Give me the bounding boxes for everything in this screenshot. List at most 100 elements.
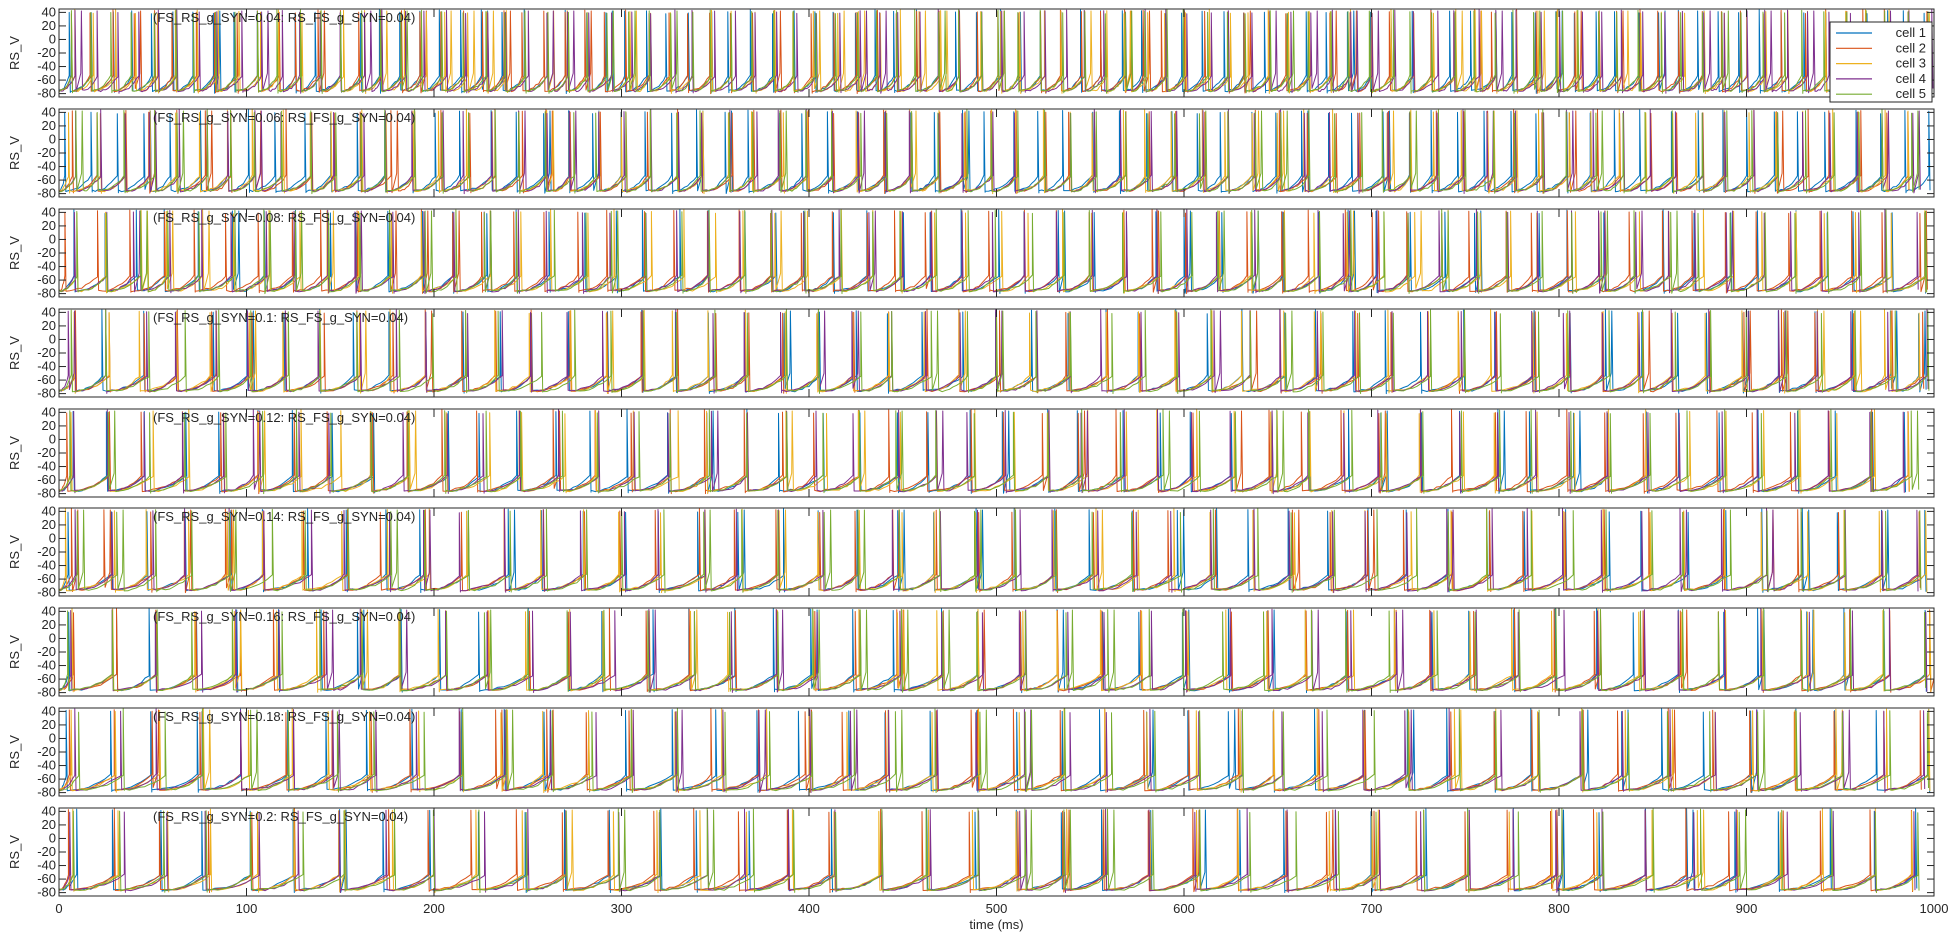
y-axis-label: RS_V	[7, 336, 22, 370]
y-axis-label: RS_V	[7, 436, 22, 470]
panel-6-traces	[59, 508, 1928, 594]
y-tick-label: 40	[42, 603, 56, 618]
series-line-cell-5	[59, 9, 1930, 94]
y-tick-label: -80	[37, 585, 56, 600]
y-tick-label: 0	[49, 231, 56, 246]
panel-4-traces	[59, 309, 1930, 395]
y-tick-label: -40	[37, 558, 56, 573]
panel-8-label: (FS_RS_g_SYN=0.18: RS_FS_g_SYN=0.04)	[153, 709, 415, 724]
legend-label-cell-3: cell 3	[1896, 56, 1926, 71]
series-line-cell-4	[59, 9, 1934, 94]
y-tick-label: 40	[42, 204, 56, 219]
y-tick-label: 20	[42, 118, 56, 133]
y-tick-label: 20	[42, 318, 56, 333]
y-tick-label: -20	[37, 644, 56, 659]
panel-5-label: (FS_RS_g_SYN=0.12: RS_FS_g_SYN=0.04)	[153, 410, 415, 425]
legend-label-cell-5: cell 5	[1896, 86, 1926, 101]
y-tick-label: -20	[37, 844, 56, 859]
y-axis-label: RS_V	[7, 635, 22, 669]
y-tick-label: 0	[49, 31, 56, 46]
y-tick-label: -20	[37, 45, 56, 60]
y-tick-label: -60	[37, 72, 56, 87]
y-tick-label: -60	[37, 272, 56, 287]
y-axis-label: RS_V	[7, 535, 22, 569]
y-tick-label: -80	[37, 186, 56, 201]
y-axis-label: RS_V	[7, 36, 22, 70]
y-tick-label: -40	[37, 758, 56, 773]
series-line-cell-4	[59, 409, 1905, 495]
y-tick-label: 40	[42, 803, 56, 818]
y-tick-label: 0	[49, 530, 56, 545]
panel-3-traces	[59, 209, 1928, 295]
y-tick-label: -60	[37, 671, 56, 686]
y-tick-label: -60	[37, 372, 56, 387]
panel-8-traces	[59, 708, 1931, 794]
y-tick-label: -80	[37, 86, 56, 101]
x-tick-label: 100	[236, 901, 258, 916]
series-line-cell-5	[59, 808, 1920, 893]
y-tick-label: -80	[37, 486, 56, 501]
x-tick-label: 300	[611, 901, 633, 916]
series-line-cell-3	[59, 808, 1914, 894]
panel-9-traces	[59, 808, 1920, 894]
y-tick-label: -60	[37, 771, 56, 786]
y-tick-label: 40	[42, 503, 56, 518]
panel-9-label: (FS_RS_g_SYN=0.2: RS_FS_g_SYN=0.04)	[153, 809, 408, 824]
y-tick-label: -20	[37, 544, 56, 559]
panel-3-label: (FS_RS_g_SYN=0.08: RS_FS_g_SYN=0.04)	[153, 210, 415, 225]
y-tick-label: -40	[37, 858, 56, 873]
x-tick-label: 200	[423, 901, 445, 916]
series-line-cell-5	[59, 608, 1927, 693]
y-tick-label: 40	[42, 4, 56, 19]
panel-4-label: (FS_RS_g_SYN=0.1: RS_FS_g_SYN=0.04)	[153, 310, 408, 325]
y-tick-label: -60	[37, 871, 56, 886]
x-tick-label: 0	[55, 901, 62, 916]
panel-7-traces	[59, 608, 1934, 694]
y-tick-label: -80	[37, 685, 56, 700]
y-tick-label: 0	[49, 730, 56, 745]
y-tick-label: -20	[37, 445, 56, 460]
y-tick-label: -80	[37, 386, 56, 401]
x-tick-label: 600	[1173, 901, 1195, 916]
y-tick-label: -40	[37, 359, 56, 374]
panel-7-label: (FS_RS_g_SYN=0.16: RS_FS_g_SYN=0.04)	[153, 609, 415, 624]
y-tick-label: -80	[37, 885, 56, 900]
x-tick-label: 800	[1548, 901, 1570, 916]
y-tick-label: -40	[37, 459, 56, 474]
y-tick-label: 0	[49, 131, 56, 146]
legend-label-cell-1: cell 1	[1896, 25, 1926, 40]
y-tick-label: -20	[37, 744, 56, 759]
y-tick-label: -40	[37, 159, 56, 174]
panel-1-label: (FS_RS_g_SYN=0.04: RS_FS_g_SYN=0.04)	[153, 10, 415, 25]
series-line-cell-5	[59, 209, 1928, 295]
y-tick-label: -60	[37, 172, 56, 187]
panel-1-traces	[59, 9, 1934, 95]
y-axis-label: RS_V	[7, 136, 22, 170]
y-axis-label: RS_V	[7, 735, 22, 769]
y-tick-label: 0	[49, 431, 56, 446]
y-tick-label: 40	[42, 104, 56, 119]
y-tick-label: 20	[42, 617, 56, 632]
y-tick-label: 0	[49, 630, 56, 645]
series-line-cell-4	[59, 209, 1919, 295]
panel-5-traces	[59, 409, 1920, 495]
series-line-cell-3	[59, 708, 1931, 793]
y-tick-label: 20	[42, 717, 56, 732]
series-line-cell-5	[59, 309, 1930, 394]
series-line-cell-4	[59, 109, 1921, 195]
series-line-cell-5	[59, 708, 1929, 794]
series-line-cell-1	[59, 708, 1931, 793]
y-tick-label: -40	[37, 259, 56, 274]
x-tick-label: 900	[1736, 901, 1758, 916]
y-tick-label: 20	[42, 517, 56, 532]
panel-2-label: (FS_RS_g_SYN=0.06: RS_FS_g_SYN=0.04)	[153, 110, 415, 125]
x-tick-label: 500	[986, 901, 1008, 916]
x-tick-label: 400	[798, 901, 820, 916]
